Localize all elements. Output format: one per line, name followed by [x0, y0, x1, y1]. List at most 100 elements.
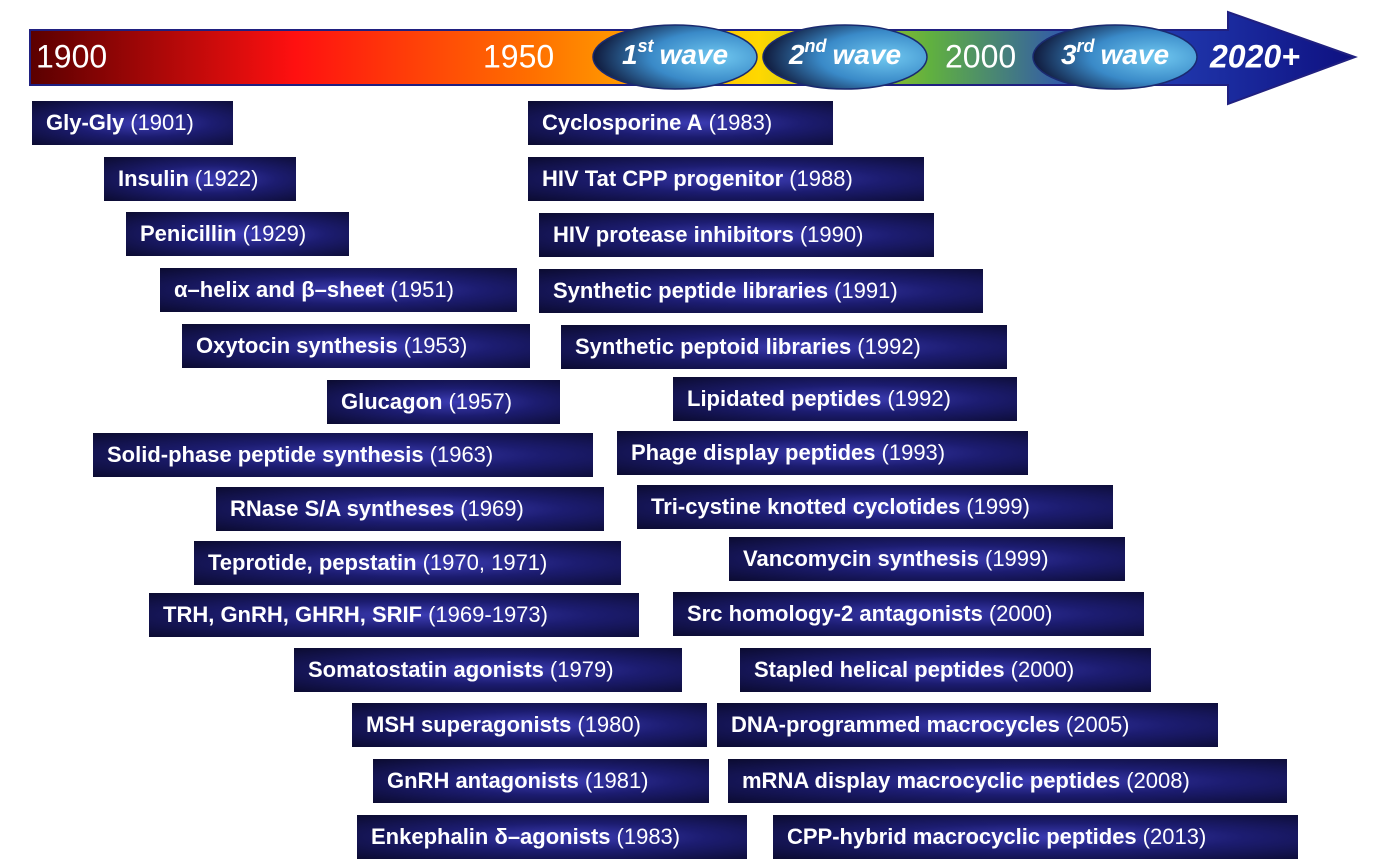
milestone-year: (1992)	[857, 334, 921, 359]
wave-ellipse	[1032, 24, 1198, 90]
milestone-box: Penicillin (1929)	[126, 212, 349, 256]
milestone-box: Vancomycin synthesis (1999)	[729, 537, 1125, 581]
timeline-arrow: 1900 1950 2000 2020+1st wave 2nd wave 3rd wave	[29, 10, 1358, 106]
milestone-year: (1922)	[194, 166, 259, 191]
milestone-name: Gly-Gly	[46, 110, 125, 135]
milestone-name: Enkephalin δ–agonists	[371, 824, 611, 849]
milestone-year: (2000)	[1010, 657, 1075, 682]
year-label: 2020+	[1209, 38, 1300, 74]
milestone-name: Somatostatin agonists	[308, 657, 544, 682]
milestone-year: (1999)	[985, 546, 1049, 571]
milestone-year: (1990)	[799, 222, 864, 247]
wave-sup: nd	[805, 36, 828, 56]
milestone-year: (1992)	[887, 386, 951, 411]
wave-word: wave	[833, 39, 902, 70]
milestone-year: (1980)	[577, 712, 641, 737]
milestone-year: (1969-1973)	[428, 602, 548, 627]
milestone-box: Cyclosporine A (1983)	[528, 101, 833, 145]
milestone-box: Oxytocin synthesis (1953)	[182, 324, 530, 368]
milestone-box: Synthetic peptoid libraries (1992)	[561, 325, 1007, 369]
wave-ellipse	[592, 24, 758, 90]
milestone-year: (1957)	[448, 389, 513, 414]
milestone-year: (2005)	[1065, 712, 1130, 737]
milestone-box: Tri-cystine knotted cyclotides (1999)	[637, 485, 1113, 529]
milestone-name: MSH superagonists	[366, 712, 572, 737]
milestone-name: Synthetic peptide libraries	[553, 278, 829, 303]
milestone-box: DNA-programmed macrocycles (2005)	[717, 703, 1218, 747]
milestone-box: α–helix and β–sheet (1951)	[160, 268, 517, 312]
milestone-box: Somatostatin agonists (1979)	[294, 648, 682, 692]
milestone-year: (1999)	[966, 494, 1030, 519]
wave-ordinal: 3	[1061, 39, 1077, 70]
milestone-year: (1901)	[130, 110, 194, 135]
milestone-name: α–helix and β–sheet	[174, 277, 385, 302]
wave-word: wave	[660, 39, 729, 70]
milestone-name: GnRH antagonists	[387, 768, 579, 793]
milestone-box: Lipidated peptides (1992)	[673, 377, 1017, 421]
milestone-year: (1993)	[881, 440, 946, 465]
milestone-box: Synthetic peptide libraries (1991)	[539, 269, 983, 313]
milestone-name: Stapled helical peptides	[754, 657, 1005, 682]
wave-word: wave	[1101, 39, 1170, 70]
milestone-name: Teprotide, pepstatin	[208, 550, 417, 575]
milestone-box: Solid-phase peptide synthesis (1963)	[93, 433, 593, 477]
milestone-year: (1951)	[390, 277, 454, 302]
milestone-year: (1929)	[242, 221, 307, 246]
milestone-name: HIV Tat CPP progenitor	[542, 166, 784, 191]
wave-sup: st	[638, 36, 655, 56]
milestone-name: Src homology-2 antagonists	[687, 601, 983, 626]
milestone-box: GnRH antagonists (1981)	[373, 759, 709, 803]
milestone-name: Tri-cystine knotted cyclotides	[651, 494, 961, 519]
milestone-box: Insulin (1922)	[104, 157, 296, 201]
milestone-name: TRH, GnRH, GHRH, SRIF	[163, 602, 423, 627]
milestone-year: (1983)	[616, 824, 681, 849]
milestone-name: HIV protease inhibitors	[553, 222, 794, 247]
milestone-name: CPP-hybrid macrocyclic peptides	[787, 824, 1137, 849]
wave-label: 2nd wave	[788, 36, 901, 71]
milestone-name: Insulin	[118, 166, 189, 191]
wave-ellipse	[762, 24, 928, 90]
milestone-box: Stapled helical peptides (2000)	[740, 648, 1151, 692]
milestone-name: Phage display peptides	[631, 440, 876, 465]
milestone-year: (1953)	[403, 333, 468, 358]
milestone-year: (2013)	[1142, 824, 1207, 849]
milestone-box: Src homology-2 antagonists (2000)	[673, 592, 1144, 636]
milestone-name: Vancomycin synthesis	[743, 546, 979, 571]
milestone-name: Solid-phase peptide synthesis	[107, 442, 424, 467]
milestone-name: Synthetic peptoid libraries	[575, 334, 852, 359]
milestone-box: CPP-hybrid macrocyclic peptides (2013)	[773, 815, 1298, 859]
wave-sup: rd	[1077, 36, 1096, 56]
wave-ordinal: 2	[788, 39, 805, 70]
year-label: 2000	[945, 38, 1016, 74]
milestone-year: (1969)	[460, 496, 524, 521]
milestone-year: (1963)	[429, 442, 494, 467]
milestone-name: RNase S/A syntheses	[230, 496, 455, 521]
milestone-box: TRH, GnRH, GHRH, SRIF (1969-1973)	[149, 593, 639, 637]
milestone-box: Glucagon (1957)	[327, 380, 560, 424]
milestone-name: Lipidated peptides	[687, 386, 882, 411]
year-label: 1950	[483, 38, 554, 74]
milestone-name: mRNA display macrocyclic peptides	[742, 768, 1121, 793]
milestone-box: MSH superagonists (1980)	[352, 703, 707, 747]
milestone-name: Oxytocin synthesis	[196, 333, 398, 358]
milestone-box: RNase S/A syntheses (1969)	[216, 487, 604, 531]
milestone-box: mRNA display macrocyclic peptides (2008)	[728, 759, 1287, 803]
milestone-year: (1981)	[584, 768, 649, 793]
milestone-box: HIV Tat CPP progenitor (1988)	[528, 157, 924, 201]
milestone-box: HIV protease inhibitors (1990)	[539, 213, 934, 257]
milestone-name: Penicillin	[140, 221, 237, 246]
milestone-box: Gly-Gly (1901)	[32, 101, 233, 145]
milestone-box: Enkephalin δ–agonists (1983)	[357, 815, 747, 859]
milestone-year: (1970, 1971)	[422, 550, 548, 575]
milestone-name: Cyclosporine A	[542, 110, 703, 135]
milestone-name: DNA-programmed macrocycles	[731, 712, 1060, 737]
wave-ordinal: 1	[622, 39, 638, 70]
wave-label: 3rd wave	[1061, 36, 1169, 71]
milestone-name: Glucagon	[341, 389, 443, 414]
milestone-box: Teprotide, pepstatin (1970, 1971)	[194, 541, 621, 585]
milestone-box: Phage display peptides (1993)	[617, 431, 1028, 475]
wave-label: 1st wave	[622, 36, 728, 71]
milestone-year: (1983)	[708, 110, 773, 135]
milestone-year: (2008)	[1126, 768, 1190, 793]
